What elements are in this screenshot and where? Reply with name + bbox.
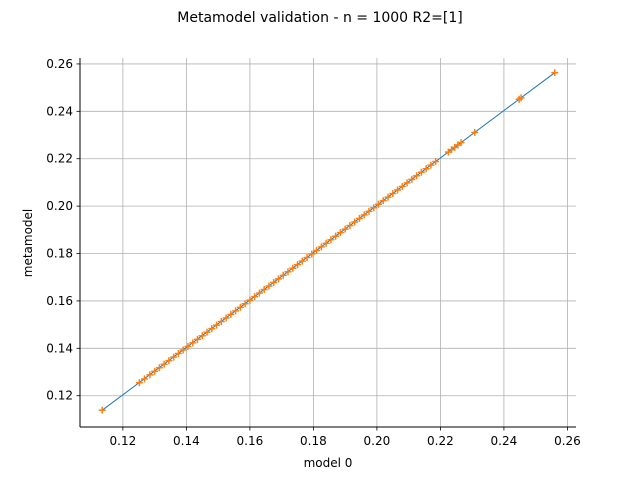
x-tick-label: 0.22	[427, 434, 454, 448]
scatter-point	[317, 243, 325, 251]
scatter-point	[255, 289, 263, 297]
reference-line	[101, 72, 556, 411]
scatter-point	[308, 250, 316, 258]
scatter-point	[322, 239, 330, 247]
scatter-point	[198, 332, 206, 340]
scatter-point	[413, 172, 421, 180]
scatter-point	[422, 165, 430, 173]
scatter-point	[384, 193, 392, 201]
scatter-point	[203, 328, 211, 336]
y-tick-label: 0.22	[46, 152, 73, 166]
scatter-point	[389, 190, 397, 198]
y-tick-label: 0.26	[46, 57, 73, 71]
scatter-point	[360, 211, 368, 219]
y-tick-label: 0.14	[46, 341, 73, 355]
scatter-point	[179, 346, 187, 354]
scatter-point	[517, 94, 525, 102]
grid-layer	[80, 58, 576, 427]
scatter-point	[241, 300, 249, 308]
scatter-point	[408, 175, 416, 183]
x-tick-label: 0.18	[300, 434, 327, 448]
chart-title: Metamodel validation - n = 1000 R2=[1]	[177, 10, 462, 26]
scatter-point	[98, 406, 106, 414]
scatter-point	[336, 229, 344, 237]
scatter-point	[303, 254, 311, 262]
scatter-point	[403, 179, 411, 187]
scatter-point	[298, 257, 306, 265]
y-tick-label: 0.20	[46, 199, 73, 213]
scatter-point	[193, 335, 201, 343]
x-tick-label: 0.24	[491, 434, 518, 448]
scatter-point	[232, 307, 240, 315]
scatter-point	[222, 314, 230, 322]
scatter-point	[374, 200, 382, 208]
scatter-point	[294, 261, 302, 269]
scatter-point	[289, 264, 297, 272]
scatter-point	[370, 204, 378, 212]
scatter-point	[327, 236, 335, 244]
scatter-point	[160, 360, 168, 368]
x-tick-label: 0.12	[110, 434, 137, 448]
data-layer	[98, 69, 559, 414]
scatter-point	[227, 310, 235, 318]
y-axis-label: metamodel	[21, 209, 35, 278]
scatter-point	[155, 364, 163, 372]
scatter-point	[355, 214, 363, 222]
scatter-point	[189, 339, 197, 347]
y-tick-label: 0.24	[46, 104, 73, 118]
scatter-point	[417, 168, 425, 176]
scatter-point	[260, 286, 268, 294]
scatter-point	[432, 158, 440, 166]
scatter-point	[279, 271, 287, 279]
scatter-point	[270, 278, 278, 286]
scatter-point	[332, 232, 340, 240]
scatter-point	[457, 139, 465, 147]
tick-layer: 0.12 0.14 0.16 0.18 0.20 0.22 0.24 0.26 0.12 0.14…	[46, 57, 581, 448]
scatter-point	[471, 128, 479, 136]
scatter-point	[341, 225, 349, 233]
scatter-point	[313, 246, 321, 254]
scatter-point	[251, 293, 259, 301]
scatter-point	[217, 318, 225, 326]
scatter-point	[146, 371, 154, 379]
scatter-point	[265, 282, 273, 290]
scatter-point	[135, 379, 143, 387]
scatter-point	[379, 197, 387, 205]
scatter-point	[551, 69, 559, 77]
scatter-point	[365, 207, 373, 215]
scatter-point	[151, 367, 159, 375]
scatter-point	[346, 222, 354, 230]
y-tick-label: 0.18	[46, 247, 73, 261]
scatter-point	[236, 303, 244, 311]
scatter-point	[213, 321, 221, 329]
scatter-point	[398, 182, 406, 190]
scatter-point	[184, 342, 192, 350]
scatter-point	[165, 357, 173, 365]
axes-layer	[79, 58, 576, 428]
scatter-point	[351, 218, 359, 226]
scatter-point	[208, 325, 216, 333]
scatter-point	[274, 275, 282, 283]
y-tick-label: 0.16	[46, 294, 73, 308]
x-tick-label: 0.20	[364, 434, 391, 448]
x-tick-label: 0.16	[237, 434, 264, 448]
scatter-point	[394, 186, 402, 194]
scatter-point	[427, 161, 435, 169]
x-tick-label: 0.14	[173, 434, 200, 448]
scatter-point	[246, 296, 254, 304]
x-tick-label: 0.26	[554, 434, 581, 448]
x-axis-label: model 0	[304, 456, 353, 470]
y-tick-label: 0.12	[46, 389, 73, 403]
scatter-point	[284, 268, 292, 276]
scatter-point	[140, 375, 148, 383]
scatter-point	[170, 353, 178, 361]
scatter-point	[174, 350, 182, 358]
